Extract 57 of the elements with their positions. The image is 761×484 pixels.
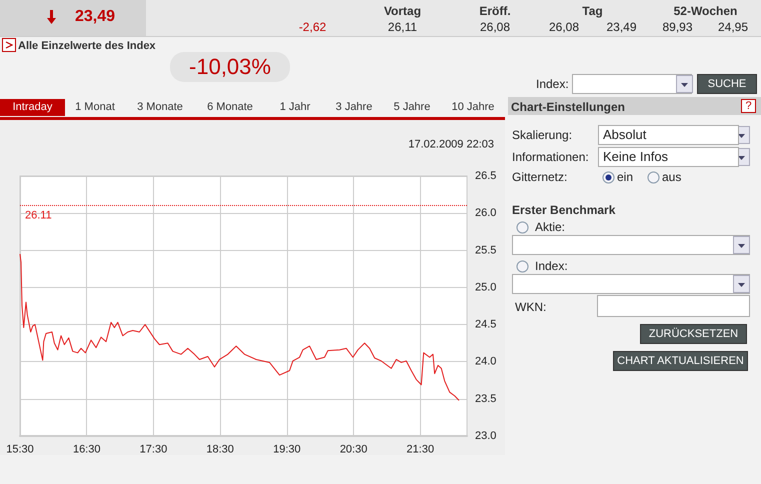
text: 6 Monate xyxy=(206,100,254,115)
text: -2,62 xyxy=(298,19,328,35)
text: 24,95 xyxy=(716,19,750,35)
text: 3 Jahre xyxy=(334,100,374,115)
x-tick-label: 15:30 xyxy=(6,444,34,456)
text: Skalierung: xyxy=(512,127,572,143)
x-tick-label: 21:30 xyxy=(406,444,434,456)
text: SUCHE xyxy=(697,74,757,94)
text: WKN: xyxy=(515,299,546,315)
text: 3 Monate xyxy=(136,100,184,115)
text: ZURÜCKSETZEN xyxy=(640,324,747,344)
y-tick-label: 26.5 xyxy=(475,170,496,182)
text: Keine Infos xyxy=(598,147,739,167)
text: 89,93 xyxy=(661,19,694,35)
text: Aktie: xyxy=(535,219,566,235)
x-tick-label: 16:30 xyxy=(72,444,100,456)
text: 26,11 xyxy=(386,19,418,35)
text: Chart-Einstellungen xyxy=(511,99,626,115)
y-tick-label: 24.0 xyxy=(475,356,496,368)
chart-subtitle: 17.02.2009 22:03 xyxy=(408,138,494,150)
x-tick-label: 20:30 xyxy=(340,444,368,456)
text: 10 Jahre xyxy=(450,100,496,115)
text: Intraday xyxy=(0,99,65,116)
text: 5 Jahre xyxy=(392,100,432,115)
text: Tag xyxy=(581,3,604,19)
text: Alle Einzelwerte des Index xyxy=(18,39,156,54)
text: 52-Wochen xyxy=(672,3,738,19)
text: -10,03% xyxy=(170,52,290,82)
text: 26,08 xyxy=(548,19,580,35)
text: Vortag xyxy=(382,3,422,19)
x-tick-label: 17:30 xyxy=(140,444,168,456)
x-tick-label: 18:30 xyxy=(206,444,234,456)
text: 23,49 xyxy=(605,19,638,35)
text: Index: xyxy=(535,258,568,274)
text: 1 Monat xyxy=(74,100,116,115)
text: Absolut xyxy=(598,125,739,145)
text: aus xyxy=(662,169,682,185)
text: 23,49 xyxy=(74,7,116,27)
text: Eröff. xyxy=(478,3,512,19)
text: Erster Benchmark xyxy=(512,202,616,218)
text: Informationen: xyxy=(512,149,589,165)
text: ein xyxy=(617,169,634,185)
text: ? xyxy=(741,99,756,113)
y-tick-label: 25.5 xyxy=(475,244,496,256)
x-tick-label: 19:30 xyxy=(273,444,301,456)
y-tick-label: 24.5 xyxy=(475,318,496,331)
y-tick-label: 26.0 xyxy=(475,207,496,220)
y-tick-label: 23.5 xyxy=(475,392,496,405)
text: 26,08 xyxy=(478,19,512,35)
y-tick-label: 25.0 xyxy=(475,281,496,294)
line-series xyxy=(20,254,460,401)
text: Gitternetz: xyxy=(512,169,568,185)
y-tick-label: 23.0 xyxy=(475,430,496,442)
text: 1 Jahr xyxy=(278,100,312,115)
text: CHART AKTUALISIEREN xyxy=(613,351,748,371)
text: Index: xyxy=(536,76,569,92)
ref-line-label: 26.11 xyxy=(25,209,52,222)
